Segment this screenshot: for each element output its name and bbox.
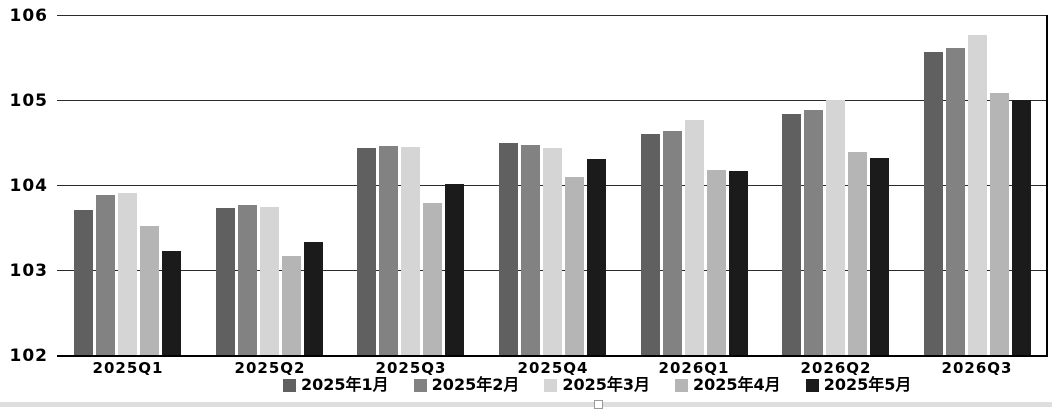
- legend-label: 2025年2月: [431, 375, 520, 394]
- x-axis-line: [57, 355, 1048, 357]
- legend-item: 2025年4月: [675, 377, 781, 393]
- x-axis-category-label: 2026Q3: [941, 359, 1013, 377]
- y-axis-tick-label: 105: [9, 91, 48, 111]
- bar-2025Q4-series-3: [543, 148, 562, 355]
- x-axis-category-label: 2025Q2: [234, 359, 306, 377]
- bar-2026Q2-series-4: [848, 152, 867, 355]
- bar-2025Q2-series-2: [238, 205, 257, 355]
- legend-item: 2025年1月: [283, 377, 389, 393]
- x-axis-category-label: 2025Q3: [375, 359, 447, 377]
- bar-2026Q3-series-5: [1012, 100, 1031, 355]
- bar-2025Q2-series-5: [304, 242, 323, 355]
- stray-glyph-box: [594, 400, 603, 409]
- bar-2025Q3-series-3: [401, 147, 420, 355]
- legend-swatch-icon: [413, 378, 427, 392]
- x-axis-category-label: 2026Q2: [800, 359, 872, 377]
- bar-2026Q1-series-5: [729, 171, 748, 355]
- bar-2026Q3-series-3: [968, 35, 987, 355]
- bar-2025Q1-series-5: [162, 251, 181, 355]
- y-axis-tick-label: 102: [9, 346, 48, 366]
- legend-swatch-icon: [675, 378, 689, 392]
- legend-swatch-icon: [283, 378, 296, 392]
- bar-2025Q3-series-4: [423, 203, 442, 355]
- bar-2025Q2-series-4: [282, 256, 301, 355]
- bar-2026Q3-series-4: [990, 93, 1009, 355]
- bar-2026Q2-series-1: [782, 114, 801, 355]
- plot-right-border: [1046, 15, 1048, 357]
- legend-label: 2025年3月: [562, 375, 651, 394]
- legend-item: 2025年3月: [544, 377, 650, 393]
- bar-2026Q1-series-3: [685, 120, 704, 355]
- legend-item: 2025年2月: [413, 375, 520, 394]
- legend-label: 2025年4月: [693, 375, 781, 394]
- legend-swatch-icon: [805, 378, 819, 392]
- bar-2026Q2-series-2: [804, 110, 823, 355]
- x-axis-category-label: 2025Q4: [517, 359, 589, 377]
- bar-2025Q3-series-2: [379, 146, 398, 355]
- bar-2026Q1-series-4: [707, 170, 726, 355]
- legend-swatch-icon: [544, 378, 558, 392]
- bar-2025Q4-series-1: [499, 143, 518, 355]
- bar-2025Q1-series-4: [140, 226, 159, 355]
- bar-2026Q1-series-2: [663, 131, 682, 355]
- bar-2025Q1-series-2: [96, 195, 115, 355]
- bar-2025Q3-series-1: [357, 148, 376, 355]
- bar-2025Q2-series-3: [260, 207, 279, 355]
- y-axis-tick-label: 106: [9, 6, 48, 26]
- bar-2026Q1-series-1: [641, 134, 660, 355]
- bar-2026Q2-series-5: [870, 158, 889, 355]
- legend-label: 2025年5月: [823, 375, 912, 394]
- bar-2026Q3-series-2: [946, 48, 965, 355]
- x-axis-category-label: 2026Q1: [658, 359, 730, 377]
- bar-2025Q3-series-5: [445, 184, 464, 355]
- chart-legend: 2025年1月 2025年2月 2025年3月 2025年4月 2025年5月: [283, 377, 936, 393]
- bar-2025Q1-series-3: [118, 193, 137, 355]
- bar-2025Q1-series-1: [74, 210, 93, 355]
- gridline: [57, 15, 1048, 16]
- bar-2025Q4-series-2: [521, 145, 540, 355]
- bar-2025Q4-series-4: [565, 177, 584, 355]
- bar-2026Q3-series-1: [924, 52, 943, 355]
- bar-2025Q2-series-1: [216, 208, 235, 355]
- gridline: [57, 100, 1048, 101]
- legend-label: 2025年1月: [301, 375, 389, 394]
- x-axis-category-label: 2025Q1: [92, 359, 164, 377]
- y-axis-tick-label: 103: [9, 261, 48, 281]
- legend-item: 2025年5月: [805, 375, 912, 394]
- bottom-edge-strip: [0, 402, 1052, 407]
- y-axis-tick-label: 104: [9, 176, 48, 196]
- bar-2025Q4-series-5: [587, 159, 606, 355]
- bar-2026Q2-series-3: [826, 100, 845, 355]
